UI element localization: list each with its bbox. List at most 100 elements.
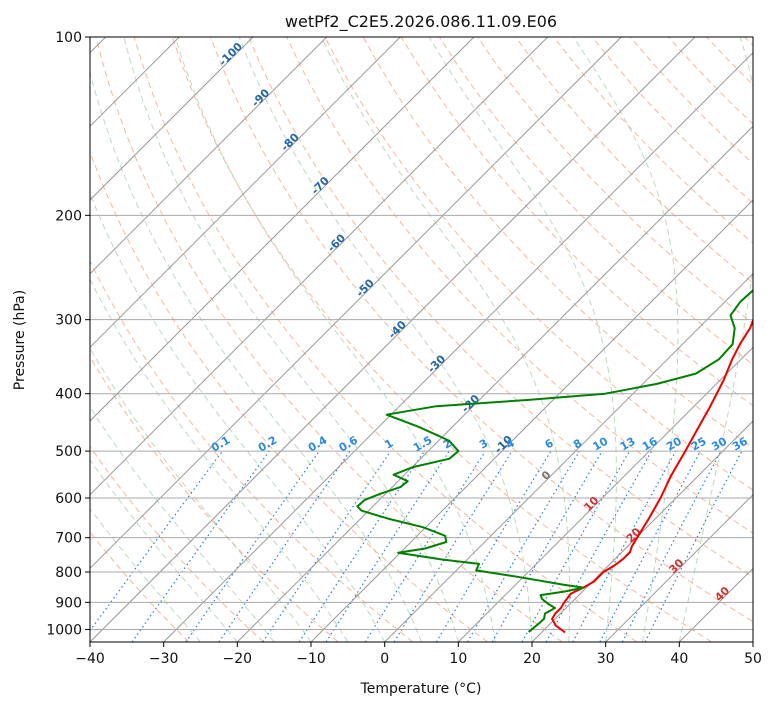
mixing-ratio-line [298,450,425,642]
moist-adiabat [572,37,679,642]
isotherm [90,37,622,570]
isotherm [236,125,753,642]
dry-adiabat [90,150,488,642]
moist-adiabat [678,37,753,642]
dry-adiabat [324,37,753,491]
dry-adiabat [90,445,264,642]
dry-adiabat [248,37,753,578]
mixing-ratio-line [599,450,702,642]
x-axis-label: Temperature (°C) [360,681,482,697]
mixing-ratio-line [364,450,486,642]
x-tick-label: 30 [597,651,615,667]
isotherm-label: -40 [386,318,409,341]
dry-adiabat [438,37,753,366]
moist-adiabat [90,192,386,642]
plot-frame [89,36,754,643]
x-tick-label: 10 [449,651,467,667]
y-tick-label: 100 [55,30,82,46]
moist-adiabat [428,37,617,642]
mixing-ratio-label: 6 [543,436,556,451]
isotherm [163,51,753,642]
isotherm [90,37,401,349]
isotherm [90,37,328,275]
dry-adiabat [744,37,753,47]
isotherm [310,199,753,642]
moist-adiabat [90,278,349,642]
isotherm [384,272,753,642]
mixing-ratio-line [572,450,677,642]
y-tick-label: 600 [55,491,82,507]
moist-adiabat [174,37,496,642]
y-ticks: 1000 900 800 700 600 500 400 300 200 100 [46,30,90,638]
dry-adiabat [95,37,563,642]
y-tick-label: 800 [55,565,82,581]
dry-adiabat [286,37,753,534]
mixing-ratio-line [262,450,392,642]
moist-adiabat [90,406,275,642]
chart-title: wetPf2_C2E5.2026.086.11.09.E06 [285,12,557,32]
isotherm-label: -80 [279,130,302,153]
mixing-ratio-line [521,450,631,642]
dry-adiabat [90,259,414,642]
isotherm [605,493,753,642]
x-tick-label: −20 [223,651,253,667]
x-tick-label: 40 [670,651,688,667]
isotherm-label: 10 [581,494,601,514]
isotherm-label: -60 [325,231,348,254]
mixing-ratio-line [90,450,223,632]
dry-adiabat [210,37,753,623]
mixing-ratio-line [218,450,351,642]
mixing-ratio-line [466,450,580,642]
moist-adiabat [90,70,422,642]
isotherm [531,420,753,642]
moist-adiabat [320,37,571,642]
x-tick-label: 0 [380,651,389,667]
isotherm [678,567,753,642]
isotherm-label: -70 [309,174,332,197]
y-tick-label: 1000 [46,622,82,638]
isotherm [752,641,753,642]
y-tick-label: 700 [55,531,82,547]
y-axis-label: Pressure (hPa) [12,290,28,390]
x-tick-label: −30 [149,651,179,667]
x-ticks: −40 −30 −20 −10 0 10 20 30 40 50 [75,642,762,667]
x-tick-label: −40 [75,651,105,667]
x-tick-label: −10 [296,651,326,667]
moist-adiabat [90,507,201,642]
y-tick-label: 400 [55,387,82,403]
mixing-ratio-line [644,450,743,642]
background-lines [90,37,753,642]
isotherm-label: 30 [666,556,686,576]
dewpoint-profile [356,289,753,633]
y-tick-label: 300 [55,313,82,329]
dry-adiabat [90,531,190,642]
y-tick-label: 500 [55,444,82,460]
isotherm-label: -90 [249,86,272,109]
y-tick-label: 900 [55,595,82,611]
temperature-profile [551,317,753,634]
mixing-ratio-line [185,450,320,642]
mixing-ratio-line [435,450,552,642]
dry-adiabat [706,37,753,86]
profiles [356,289,753,634]
isotherm [90,37,696,642]
isotherm-label: -30 [425,352,448,375]
x-tick-label: 50 [744,651,762,667]
isotherm [90,37,254,201]
isotherm [90,37,475,422]
dry-adiabat [171,37,712,642]
isotherm-label: 40 [712,584,732,604]
dry-adiabat [90,356,339,642]
isotherm-label: -100 [216,40,245,69]
isotherm [90,37,549,496]
mixing-ratio-line [325,450,450,642]
grid [90,37,753,642]
y-tick-label: 200 [55,208,82,224]
dry-adiabat [515,37,753,284]
x-tick-label: 20 [523,651,541,667]
moist-adiabat [90,459,238,642]
dry-adiabat [133,37,638,642]
isotherm-label: -50 [354,276,377,299]
